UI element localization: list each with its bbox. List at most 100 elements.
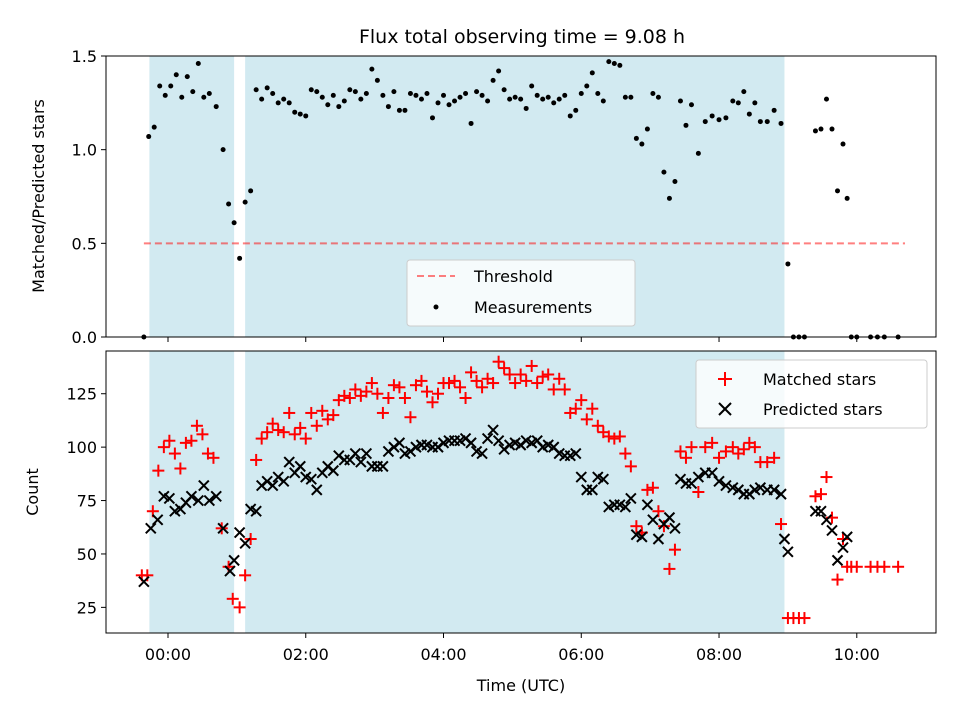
measurement-point [330, 92, 336, 98]
measurement-point [195, 60, 201, 66]
measurement-point [391, 89, 397, 95]
matched-star-point [663, 562, 676, 575]
matched-star-point [266, 417, 279, 430]
measurement-point [683, 122, 689, 128]
matched-star-point [761, 456, 774, 469]
matched-star-point [713, 451, 726, 464]
x-tick-label: 08:00 [696, 645, 742, 664]
predicted-star-point [266, 479, 279, 492]
matched-star-point [272, 424, 285, 437]
measurement-point [184, 74, 190, 80]
matched-star-point [613, 430, 626, 443]
matched-star-point [699, 441, 712, 454]
matched-star-point [426, 396, 439, 409]
measurement-point [319, 94, 325, 100]
measurement-point [835, 188, 841, 194]
measurement-point [485, 98, 491, 104]
matched-star-point [387, 379, 400, 392]
predicted-star-point [647, 514, 659, 526]
matched-star-point [299, 432, 312, 445]
measurement-point [179, 94, 185, 100]
bottom-legend-box [695, 359, 928, 429]
measurement-point [639, 141, 645, 147]
predicted-star-point [138, 576, 150, 588]
measurement-point [556, 96, 562, 102]
measurement-point [840, 141, 846, 147]
matched-star-point [837, 533, 850, 545]
predicted-star-point [570, 447, 582, 460]
measurement-point [281, 96, 287, 102]
measurement-point [672, 179, 678, 185]
predicted-star-point [826, 524, 838, 537]
matched-star-point [619, 447, 632, 460]
matched-star-point [586, 402, 599, 415]
measurement-point [220, 147, 226, 153]
predicted-star-point [198, 479, 210, 492]
predicted-star-point [185, 490, 198, 502]
predicted-star-point [754, 482, 767, 494]
measurement-point [529, 83, 535, 89]
measurement-point [628, 94, 634, 100]
measurement-point [741, 89, 747, 95]
matched-star-point [657, 520, 670, 533]
bottom-axes-frame [105, 350, 937, 634]
matched-star-point [768, 451, 781, 464]
x-tick-label: 00:00 [145, 645, 191, 664]
matched-star-point [547, 383, 560, 396]
measurement-point [785, 261, 791, 267]
bottom-y-tick-label: 75 [77, 492, 97, 511]
chart-title: Flux total observing time = 9.08 h [359, 26, 685, 48]
matched-star-point [179, 436, 192, 449]
matched-star-point [207, 451, 220, 464]
predicted-star-point [663, 511, 676, 524]
matched-star-point [558, 383, 571, 396]
matched-star-point [255, 432, 268, 445]
measurement-point [655, 94, 661, 100]
predicted-star-point [278, 475, 290, 488]
measurement-point [396, 107, 402, 113]
measurement-point [352, 89, 358, 95]
matched-star-point [415, 374, 428, 387]
measurement-point [479, 92, 485, 98]
predicted-star-point [492, 435, 505, 447]
top-panel: 0.0 0.5 1.0 1.5 Matched/Predicted stars Thr… [29, 47, 937, 347]
measurement-point [764, 119, 770, 125]
predicted-star-point [377, 460, 389, 473]
predicted-star-point [163, 492, 176, 505]
top-y-axis-label: Matched/Predicted stars [29, 99, 48, 293]
measurement-point [695, 150, 701, 156]
measurement-point [551, 100, 557, 106]
predicted-star-point [210, 490, 222, 502]
x-axis-label: Time (UTC) [476, 676, 565, 695]
measurement-point [752, 100, 758, 106]
predicted-star-point [233, 526, 246, 539]
matched-star-point [798, 612, 811, 625]
measurement-point [501, 87, 507, 93]
matched-star-point [591, 419, 604, 432]
predicted-star-point [831, 554, 844, 567]
matched-star-point [226, 592, 239, 605]
predicted-star-point [669, 522, 681, 535]
matched-star-point [726, 441, 739, 454]
matched-star-point [850, 560, 863, 573]
predicted-star-point [713, 475, 725, 488]
matched-star-point [196, 428, 209, 441]
matched-star-point [706, 436, 719, 449]
predicted-star-point [360, 447, 373, 460]
predicted-star-point [706, 467, 718, 479]
measurement-point [474, 89, 480, 95]
measurement-point [771, 107, 777, 113]
bottom-y-tick-label: 25 [77, 598, 97, 617]
top-shaded-interval-0 [149, 56, 235, 337]
matched-star-point [239, 569, 252, 582]
measurement-point [829, 126, 835, 132]
measurement-point [545, 94, 551, 100]
top-y-tick-label: 0.5 [72, 234, 97, 253]
matched-star-point [233, 601, 246, 614]
predicted-star-point [305, 473, 317, 485]
matched-star-point [157, 441, 170, 454]
matched-star-point [569, 402, 582, 415]
matched-star-point [398, 392, 411, 404]
matched-star-point [310, 419, 323, 432]
measurement-point [573, 107, 579, 113]
